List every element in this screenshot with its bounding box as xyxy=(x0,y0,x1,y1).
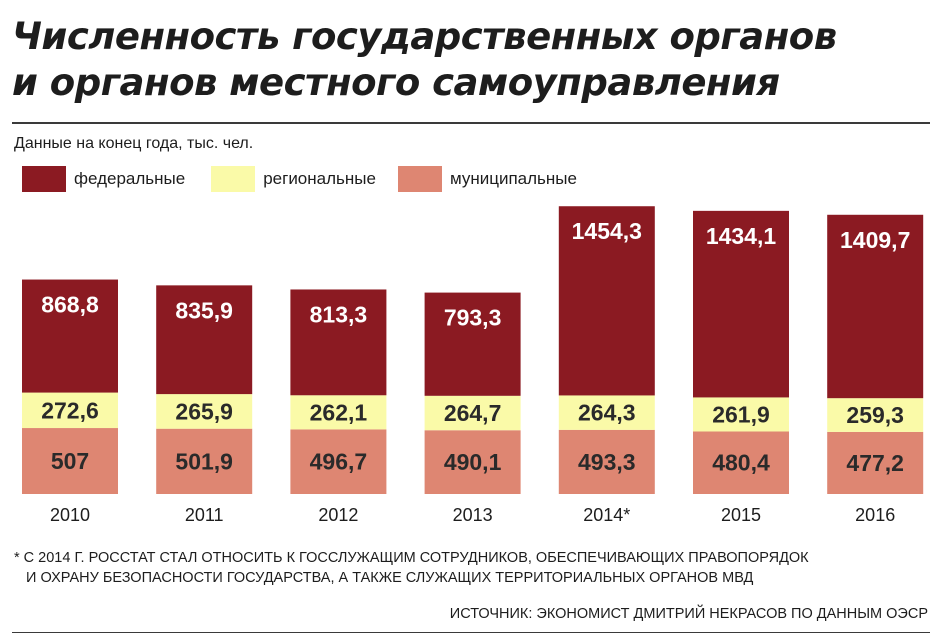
bar-segment-municipal-2015 xyxy=(693,431,789,494)
x-tick-label-2014*: 2014* xyxy=(583,505,630,525)
bar-segment-municipal-2016 xyxy=(827,431,924,494)
data-label-federal-2014*: 1454,3 xyxy=(572,218,642,244)
footnote: * С 2014 Г. РОССТАТ СТАЛ ОТНОСИТЬ К ГОСС… xyxy=(14,548,914,588)
legend-item-regional: региональные xyxy=(211,166,376,192)
data-label-regional-2014*: 264,3 xyxy=(578,400,636,426)
bar-segment-federal-2010 xyxy=(22,279,118,393)
data-label-municipal-2011: 501,9 xyxy=(175,448,233,474)
chart-subtitle: Данные на конец года, тыс. чел. xyxy=(14,135,254,152)
chart-title: Численность государственных органов и ор… xyxy=(12,14,912,106)
title-divider xyxy=(12,122,930,124)
x-tick-label-2012: 2012 xyxy=(318,505,358,525)
bar-segment-municipal-2010 xyxy=(22,428,118,494)
footnote-line-2: И ОХРАНУ БЕЗОПАСНОСТИ ГОСУДАРСТВА, А ТАК… xyxy=(26,570,754,586)
x-tick-label-2016: 2016 xyxy=(855,505,895,525)
x-tick-label-2013: 2013 xyxy=(453,505,493,525)
data-label-regional-2010: 272,6 xyxy=(41,397,99,423)
bar-segment-federal-2016 xyxy=(827,214,924,399)
data-label-municipal-2015: 480,4 xyxy=(712,450,770,476)
footnote-line-1: * С 2014 Г. РОССТАТ СТАЛ ОТНОСИТЬ К ГОСС… xyxy=(14,550,809,566)
title-line-1: Численность государственных органов xyxy=(12,15,837,58)
x-tick-label-2011: 2011 xyxy=(185,505,224,525)
data-label-regional-2011: 265,9 xyxy=(175,398,233,424)
data-label-federal-2013: 793,3 xyxy=(444,305,502,331)
data-label-municipal-2014*: 493,3 xyxy=(578,449,636,475)
data-label-regional-2016: 259,3 xyxy=(846,402,904,428)
data-label-municipal-2012: 496,7 xyxy=(310,449,368,475)
legend-swatch-regional xyxy=(211,166,256,192)
bar-segment-federal-2014* xyxy=(558,206,655,396)
bar-segment-federal-2012 xyxy=(290,289,387,396)
bar-segment-municipal-2012 xyxy=(290,429,387,494)
legend-label-federal: федеральные xyxy=(74,169,186,188)
legend: федеральные региональные муниципальные xyxy=(22,165,599,193)
legend-item-municipal: муниципальные xyxy=(397,166,577,192)
data-label-federal-2011: 835,9 xyxy=(175,297,233,323)
data-label-municipal-2013: 490,1 xyxy=(444,449,502,475)
stacked-bar-chart: 507 272,6 868,8 2010 501,9 265,9 835,9 2011 496,… xyxy=(22,206,924,525)
legend-item-federal: федеральные xyxy=(22,166,185,192)
legend-label-municipal: муниципальные xyxy=(449,169,577,188)
title-line-2: и органов местного самоуправления xyxy=(12,61,780,104)
bar-segment-regional-2015 xyxy=(693,397,789,432)
data-label-regional-2012: 262,1 xyxy=(310,399,368,425)
data-label-federal-2012: 813,3 xyxy=(310,301,368,327)
x-tick-label-2010: 2010 xyxy=(50,505,90,525)
bar-segment-municipal-2013 xyxy=(424,430,521,494)
source-note: ИСТОЧНИК: ЭКОНОМИСТ ДМИТРИЙ НЕКРАСОВ ПО … xyxy=(449,606,928,622)
bar-segment-municipal-2014* xyxy=(558,429,655,494)
data-label-federal-2016: 1409,7 xyxy=(840,227,910,253)
data-label-federal-2010: 868,8 xyxy=(41,292,99,318)
bar-segment-federal-2011 xyxy=(156,285,253,395)
bar-segment-regional-2013 xyxy=(424,395,521,431)
data-label-federal-2015: 1434,1 xyxy=(706,223,777,249)
data-label-municipal-2010: 507 xyxy=(51,448,89,474)
legend-label-regional: региональные xyxy=(263,169,376,188)
bar-segment-regional-2016 xyxy=(827,398,924,432)
data-label-regional-2013: 264,7 xyxy=(444,400,502,426)
bottom-divider xyxy=(12,632,930,633)
bar-segment-regional-2011 xyxy=(156,394,253,429)
bar-segment-municipal-2011 xyxy=(156,428,253,494)
legend-swatch-federal xyxy=(22,166,66,192)
bar-segment-regional-2014* xyxy=(558,395,655,430)
data-label-municipal-2016: 477,2 xyxy=(846,450,904,476)
bar-segment-federal-2015 xyxy=(693,210,789,398)
bar-segment-regional-2012 xyxy=(290,395,387,430)
bar-segment-regional-2010 xyxy=(22,392,118,429)
bar-segment-federal-2013 xyxy=(424,292,521,396)
data-label-regional-2015: 261,9 xyxy=(712,401,770,427)
legend-swatch-municipal xyxy=(397,166,442,192)
x-tick-label-2015: 2015 xyxy=(721,505,761,525)
